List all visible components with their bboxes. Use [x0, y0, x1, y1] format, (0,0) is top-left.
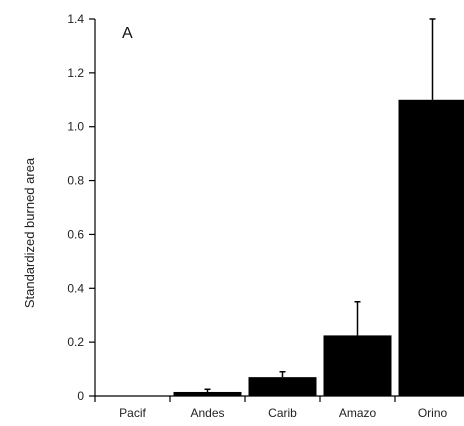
- y-tick-label: 0: [77, 389, 84, 403]
- x-category-label: Amazo: [339, 406, 377, 420]
- y-tick-label: 1.4: [67, 12, 84, 26]
- x-category-label: Orino: [418, 406, 448, 420]
- y-tick-label: 0.2: [67, 335, 84, 349]
- x-category-label: Carib: [268, 406, 297, 420]
- y-tick-label: 1.2: [67, 66, 84, 80]
- bar-orino: [398, 99, 464, 397]
- panel-label: A: [122, 25, 133, 42]
- y-tick-label: 0.6: [67, 227, 84, 241]
- y-tick-label: 0.8: [67, 174, 84, 188]
- y-tick-label: 0.4: [67, 281, 84, 295]
- y-tick-label: 1.0: [67, 120, 84, 134]
- x-category-label: Andes: [190, 406, 224, 420]
- y-axis-title: Standardized burned area: [22, 157, 37, 308]
- bar-carib: [248, 377, 317, 396]
- plot-area: 0 0.2 0.4 0.6 0.8 1.0 1.2 1.4 Pacif Andes Carib Ama…: [67, 12, 464, 420]
- x-category-label: Pacif: [119, 406, 146, 420]
- bar-andes: [173, 391, 242, 396]
- bar-amazo: [323, 335, 392, 396]
